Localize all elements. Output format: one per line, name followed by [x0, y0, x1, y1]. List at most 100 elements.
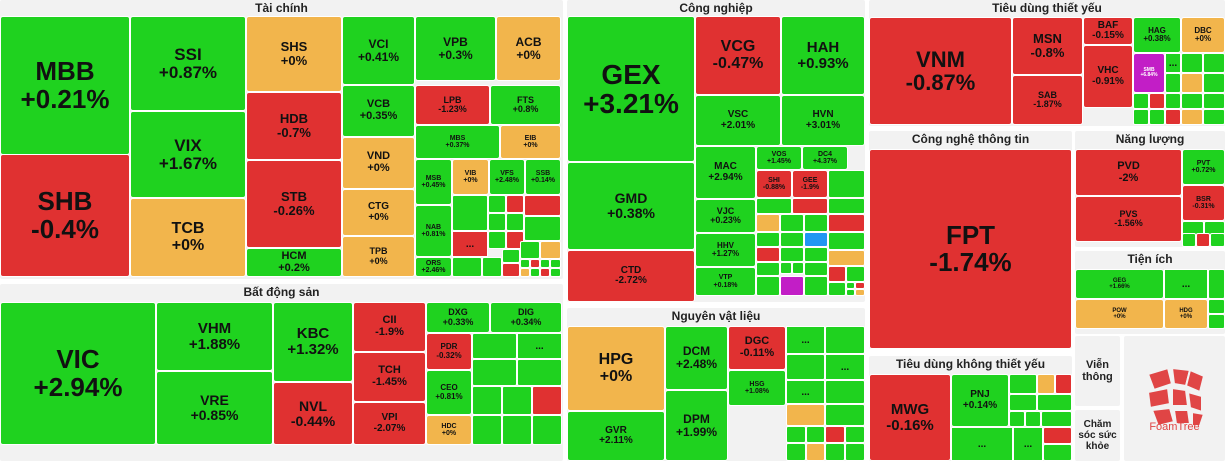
stock-tile-vjc[interactable]: VJC +0.23% — [695, 199, 756, 233]
small-stock-tile[interactable] — [506, 213, 524, 231]
small-stock-tile[interactable] — [792, 198, 828, 214]
sector-tieu-dung-thiet-yeu[interactable]: Tiêu dùng thiết yếu VNM -0.87% MSN -0.8% SAB -… — [869, 0, 1225, 126]
stock-tile-ors[interactable]: ORS +2.46% — [415, 257, 452, 277]
small-stock-tile[interactable] — [780, 214, 804, 232]
stock-tile-ceo[interactable]: CEO +0.81% — [426, 370, 472, 415]
more-stocks-tile[interactable]: ... — [825, 354, 865, 380]
small-stock-tile[interactable] — [1037, 394, 1072, 411]
stock-tile-vpi[interactable]: VPI -2.07% — [353, 402, 426, 445]
stock-tile-acb[interactable]: ACB +0% — [496, 16, 561, 81]
stock-tile-dcm[interactable]: DCM +2.48% — [665, 326, 728, 390]
sector-cong-nghiep[interactable]: Công nghiệp GEX +3.21% GMD +0.38% CTD -2.72% VC… — [567, 0, 865, 302]
small-stock-tile[interactable] — [1133, 109, 1149, 125]
small-stock-tile[interactable] — [804, 247, 828, 262]
stock-tile-msb[interactable]: MSB +0.45% — [415, 159, 452, 205]
small-stock-tile[interactable] — [502, 386, 532, 415]
more-stocks-tile[interactable]: ... — [951, 427, 1013, 461]
stock-tile-bsr[interactable]: BSR -0.31% — [1182, 185, 1225, 221]
small-stock-tile[interactable] — [1181, 109, 1203, 125]
small-stock-tile[interactable] — [1165, 93, 1181, 109]
more-stocks-tile[interactable]: ... — [1013, 427, 1043, 461]
small-stock-tile[interactable] — [1043, 444, 1072, 461]
stock-tile-msn[interactable]: MSN -0.8% — [1012, 17, 1083, 75]
small-stock-tile[interactable] — [506, 195, 524, 213]
sector-nang-luong[interactable]: Năng lượng PVD -2% PVS -1.56% PVT +0.72% BSR -0.… — [1075, 131, 1225, 247]
small-stock-tile[interactable] — [825, 443, 845, 461]
small-stock-tile[interactable] — [756, 247, 780, 262]
stock-tile-smb[interactable]: SMB +6.84% — [1133, 53, 1165, 93]
stock-tile-ctd[interactable]: CTD -2.72% — [567, 250, 695, 302]
small-stock-tile[interactable] — [1037, 374, 1055, 394]
stock-tile-sab[interactable]: SAB -1.87% — [1012, 75, 1083, 125]
small-stock-tile[interactable] — [502, 249, 520, 263]
sector-cong-nghe-thong-tin[interactable]: Công nghệ thông tin FPT -1.74% — [869, 131, 1072, 349]
small-stock-tile[interactable] — [532, 386, 562, 415]
small-stock-tile[interactable] — [804, 214, 828, 232]
stock-tile-hvn[interactable]: HVN +3.01% — [781, 95, 865, 146]
small-stock-tile[interactable] — [472, 386, 502, 415]
small-stock-tile[interactable] — [804, 232, 828, 247]
stock-tile-shb[interactable]: SHB -0.4% — [0, 154, 130, 277]
stock-tile-hcm[interactable]: HCM +0.2% — [246, 248, 342, 277]
small-stock-tile[interactable] — [540, 241, 561, 259]
stock-tile-nvl[interactable]: NVL -0.44% — [273, 382, 353, 445]
small-stock-tile[interactable] — [1165, 109, 1181, 125]
stock-tile-vtp[interactable]: VTP +0.18% — [695, 267, 756, 296]
stock-tile-hah[interactable]: HAH +0.93% — [781, 16, 865, 95]
small-stock-tile[interactable] — [488, 195, 506, 213]
stock-tile-geg[interactable]: GEG +1.66% — [1075, 269, 1164, 299]
stock-tile-pnj[interactable]: PNJ +0.14% — [951, 374, 1009, 427]
sector-bat-dong-san[interactable]: Bất động sản VIC +2.94% VHM +1.88% VRE +0.85% K… — [0, 284, 563, 461]
stock-tile-gex[interactable]: GEX +3.21% — [567, 16, 695, 162]
small-stock-tile[interactable] — [786, 426, 806, 443]
stock-tile-stb[interactable]: STB -0.26% — [246, 160, 342, 248]
stock-tile-vci[interactable]: VCI +0.41% — [342, 16, 415, 85]
stock-tile-vcb[interactable]: VCB +0.35% — [342, 85, 415, 137]
small-stock-tile[interactable] — [1009, 411, 1025, 427]
stock-tile-hdb[interactable]: HDB -0.7% — [246, 92, 342, 160]
small-stock-tile[interactable] — [828, 232, 865, 250]
stock-tile-dbc[interactable]: DBC +0% — [1181, 17, 1225, 53]
small-stock-tile[interactable] — [488, 231, 506, 249]
stock-tile-vib[interactable]: VIB +0% — [452, 159, 489, 195]
small-stock-tile[interactable] — [756, 276, 780, 296]
small-stock-tile[interactable] — [780, 262, 792, 274]
more-stocks-tile[interactable]: ... — [786, 380, 825, 404]
small-stock-tile[interactable] — [780, 247, 804, 262]
small-stock-tile[interactable] — [517, 359, 562, 386]
small-stock-tile[interactable] — [530, 259, 540, 268]
stock-tile-shs[interactable]: SHS +0% — [246, 16, 342, 92]
small-stock-tile[interactable] — [806, 443, 825, 461]
small-stock-tile[interactable] — [1043, 427, 1072, 444]
stock-tile-vix[interactable]: VIX +1.67% — [130, 111, 246, 198]
small-stock-tile[interactable] — [804, 262, 828, 276]
stock-tile-mac[interactable]: MAC +2.94% — [695, 146, 756, 199]
small-stock-tile[interactable] — [1210, 233, 1225, 247]
small-stock-tile[interactable] — [855, 282, 865, 289]
small-stock-tile[interactable] — [530, 268, 540, 277]
stock-tile-ssb[interactable]: SSB +0.14% — [525, 159, 561, 195]
sector-tien-ich[interactable]: Tiện ích GEG +1.66% POW +0% HDG +0%... — [1075, 251, 1225, 334]
stock-tile-dc4[interactable]: DC4 +4.37% — [802, 146, 848, 170]
small-stock-tile[interactable] — [1203, 73, 1225, 93]
small-stock-tile[interactable] — [780, 232, 804, 247]
small-stock-tile[interactable] — [520, 241, 540, 259]
sector-tieu-dung-khong-thiet-yeu[interactable]: Tiêu dùng không thiết yếu MWG -0.16% PNJ +0.… — [869, 356, 1072, 461]
small-stock-tile[interactable] — [1208, 299, 1225, 314]
small-stock-tile[interactable] — [540, 259, 550, 268]
stock-tile-ctg[interactable]: CTG +0% — [342, 189, 415, 236]
stock-tile-kbc[interactable]: KBC +1.32% — [273, 302, 353, 382]
more-stocks-tile[interactable]: ... — [517, 333, 562, 359]
small-stock-tile[interactable] — [756, 214, 780, 232]
stock-tile-vhc[interactable]: VHC -0.91% — [1083, 45, 1133, 108]
small-stock-tile[interactable] — [482, 257, 502, 277]
sector-cham-soc-suc-khoe[interactable]: Chăm sóc sức khỏe — [1075, 410, 1120, 461]
small-stock-tile[interactable] — [472, 359, 517, 386]
small-stock-tile[interactable] — [550, 268, 561, 277]
more-stocks-tile[interactable]: ... — [452, 231, 488, 257]
small-stock-tile[interactable] — [1181, 73, 1203, 93]
stock-tile-gmd[interactable]: GMD +0.38% — [567, 162, 695, 250]
sector-tai-chinh[interactable]: Tài chính MBB +0.21% SHB -0.4% SSI +0.87% VIX +1… — [0, 0, 563, 279]
small-stock-tile[interactable] — [524, 216, 561, 241]
small-stock-tile[interactable] — [1208, 269, 1225, 299]
